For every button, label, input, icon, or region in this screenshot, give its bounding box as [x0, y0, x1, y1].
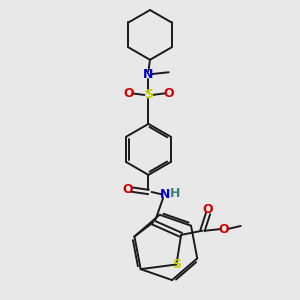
Text: O: O — [203, 203, 213, 216]
Text: O: O — [218, 223, 229, 236]
Text: O: O — [122, 183, 133, 196]
Text: N: N — [143, 68, 154, 81]
Text: S: S — [172, 258, 181, 271]
Text: H: H — [170, 187, 180, 200]
Text: S: S — [144, 88, 153, 101]
Text: O: O — [123, 87, 134, 100]
Text: O: O — [164, 87, 174, 100]
Text: N: N — [160, 188, 171, 201]
